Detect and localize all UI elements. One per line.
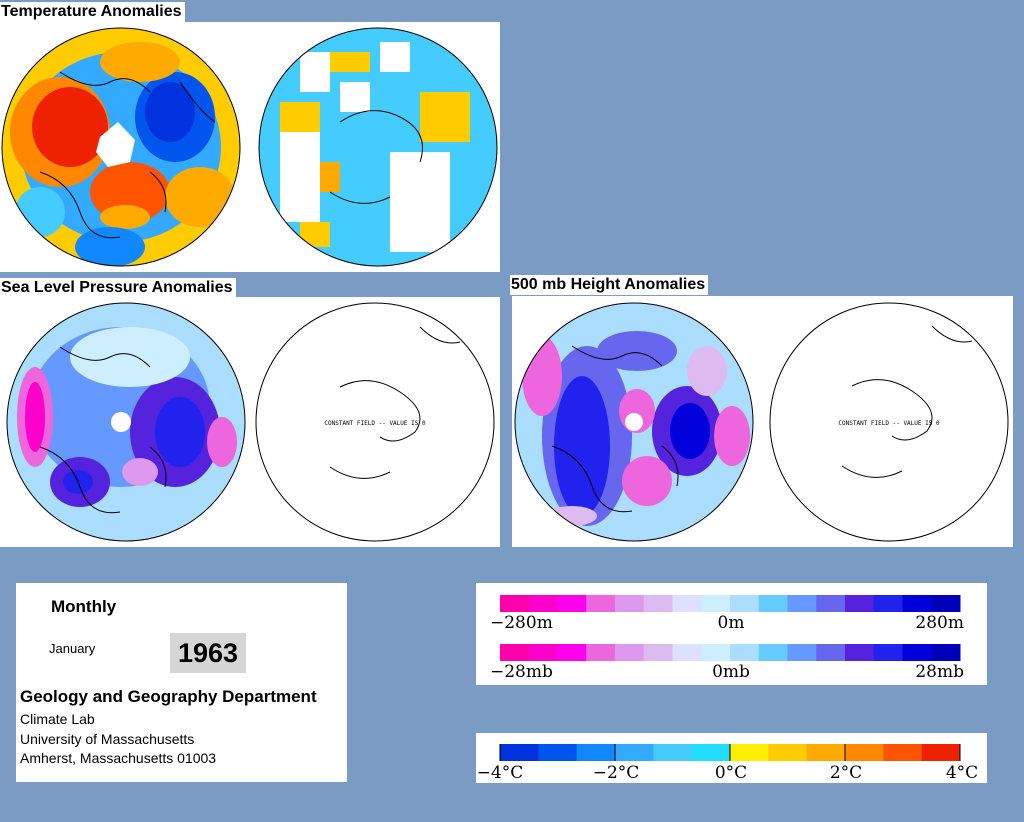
slp-maps-panel: CONSTANT FIELD -- VALUE IS 0 bbox=[0, 297, 500, 547]
colorbar-swatch bbox=[816, 644, 846, 661]
temperature-anomaly-map bbox=[1, 27, 241, 267]
colorbar-swatch bbox=[845, 644, 875, 661]
temp-tick-label: −2°C bbox=[593, 763, 640, 783]
colorbar-swatch bbox=[586, 644, 616, 661]
colorbar-swatch bbox=[615, 644, 645, 661]
colorbar-swatch bbox=[845, 744, 884, 761]
city-label: Amherst, Massachusetts 01003 bbox=[20, 750, 217, 766]
colorbar-swatch bbox=[931, 595, 961, 612]
height-colorbar-mid-label: 0m bbox=[718, 613, 745, 633]
temp-tick-label: −4°C bbox=[477, 763, 524, 783]
colorbar-swatch bbox=[902, 644, 932, 661]
height500-maps-panel: CONSTANT FIELD -- VALUE IS 0 bbox=[512, 296, 1013, 547]
colorbar-swatch bbox=[730, 595, 760, 612]
temperature-anomalies-title: Temperature Anomalies bbox=[0, 2, 185, 22]
colorbar-swatch bbox=[528, 595, 558, 612]
colorbar-swatch bbox=[787, 644, 817, 661]
height-colorbar-max-label: 280m bbox=[915, 613, 964, 633]
height-pressure-colorbars: −280m 0m 280m −28mb 0mb 28mb bbox=[476, 583, 987, 685]
temperature-maps-panel bbox=[0, 22, 500, 272]
temp-tick-label: 4°C bbox=[946, 763, 978, 783]
colorbar-swatch bbox=[701, 644, 731, 661]
info-box: Monthly January 1963 Geology and Geograp… bbox=[16, 583, 347, 782]
colorbar-swatch bbox=[768, 744, 808, 761]
pressure-colorbar-max-label: 28mb bbox=[915, 662, 964, 682]
colorbar-swatch bbox=[730, 644, 760, 661]
period-label: Monthly bbox=[51, 597, 117, 616]
colorbar-swatch bbox=[902, 595, 932, 612]
slp-anomaly-map bbox=[6, 302, 246, 542]
colorbar-swatch bbox=[538, 744, 578, 761]
colorbar-swatch bbox=[557, 595, 587, 612]
height-colorbar-min-label: −280m bbox=[490, 613, 553, 633]
temp-tick-label: 0°C bbox=[715, 763, 747, 783]
temp-tick-label: 2°C bbox=[830, 763, 862, 783]
university-label: University of Massachusetts bbox=[20, 731, 195, 747]
colorbar-swatch bbox=[931, 644, 961, 661]
height500-anomalies-title: 500 mb Height Anomalies bbox=[510, 275, 709, 295]
slp-constant-field-map: CONSTANT FIELD -- VALUE IS 0 bbox=[255, 302, 495, 542]
height500-anomaly-map bbox=[514, 302, 754, 542]
colorbar-swatch bbox=[643, 595, 673, 612]
colorbar-swatch bbox=[691, 744, 731, 761]
colorbar-swatch bbox=[586, 595, 616, 612]
colorbar-swatch bbox=[816, 595, 846, 612]
colorbar-swatch bbox=[528, 644, 558, 661]
colorbar-swatch bbox=[806, 744, 846, 761]
temperature-anomaly-map-secondary bbox=[258, 27, 498, 267]
colorbar-swatch bbox=[701, 595, 731, 612]
colorbar-swatch bbox=[873, 595, 903, 612]
height-constant-field-label: CONSTANT FIELD -- VALUE IS 0 bbox=[838, 420, 940, 427]
colorbar-swatch bbox=[672, 644, 702, 661]
lab-label: Climate Lab bbox=[20, 711, 95, 727]
pressure-colorbar bbox=[500, 644, 961, 661]
colorbar-swatch bbox=[500, 744, 539, 761]
colorbar-swatch bbox=[500, 595, 530, 612]
month-label: January bbox=[49, 641, 96, 656]
colorbar-swatch bbox=[653, 744, 693, 761]
colorbar-swatch bbox=[845, 595, 875, 612]
pressure-colorbar-min-label: −28mb bbox=[490, 662, 553, 682]
colorbar-swatch bbox=[576, 744, 616, 761]
department-label: Geology and Geography Department bbox=[20, 687, 317, 706]
colorbar-swatch bbox=[500, 644, 530, 661]
temperature-colorbar bbox=[499, 744, 961, 761]
colorbar-swatch bbox=[730, 744, 769, 761]
height500-constant-field-map: CONSTANT FIELD -- VALUE IS 0 bbox=[769, 302, 1009, 542]
colorbar-swatch bbox=[672, 595, 702, 612]
colorbar-swatch bbox=[787, 595, 817, 612]
slp-constant-field-label: CONSTANT FIELD -- VALUE IS 0 bbox=[324, 420, 426, 427]
colorbar-swatch bbox=[921, 744, 961, 761]
colorbar-swatch bbox=[883, 744, 923, 761]
colorbar-swatch bbox=[615, 595, 645, 612]
temperature-colorbar-panel: −4°C −2°C 0°C 2°C 4°C bbox=[476, 733, 987, 783]
colorbar-swatch bbox=[758, 644, 788, 661]
slp-anomalies-title: Sea Level Pressure Anomalies bbox=[0, 278, 236, 298]
colorbar-swatch bbox=[758, 595, 788, 612]
colorbar-swatch bbox=[615, 744, 654, 761]
colorbar-swatch bbox=[643, 644, 673, 661]
year-label: 1963 bbox=[170, 633, 246, 673]
colorbar-swatch bbox=[873, 644, 903, 661]
height-colorbar bbox=[500, 595, 961, 612]
colorbar-swatch bbox=[557, 644, 587, 661]
pressure-colorbar-mid-label: 0mb bbox=[712, 662, 750, 682]
